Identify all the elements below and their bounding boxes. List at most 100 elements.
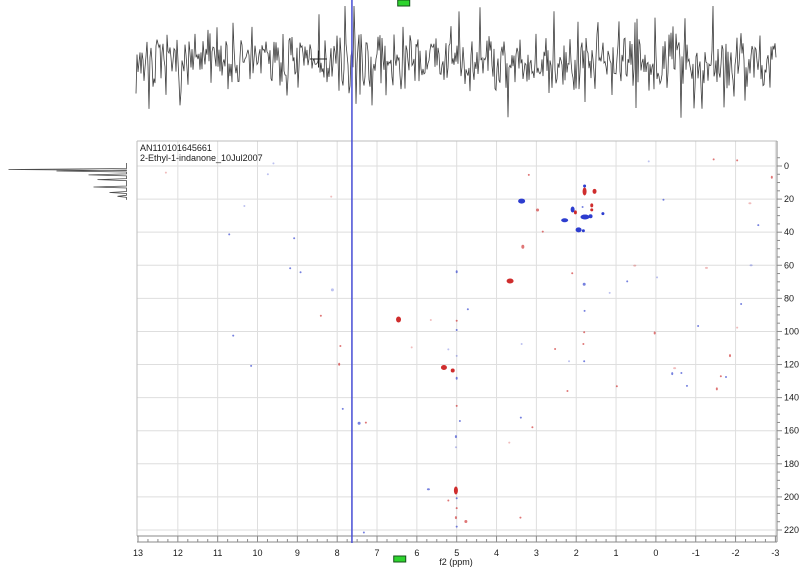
peak-blue [289,267,292,270]
peak-blue [608,291,611,294]
y-tick-label: 100 [784,326,799,336]
peak-blue [518,198,526,204]
x-tick-label: 13 [133,548,143,558]
peak-red [748,202,752,205]
peak-blue [671,372,674,376]
peak-blue [293,237,296,240]
peak-blue [357,421,361,425]
peak-red [633,264,637,267]
peak-red [531,426,534,429]
peak-blue [740,302,743,305]
f1-axis: 0 20 40 60 80 100 120 140 160 180 200 220 [777,157,799,535]
y-tick-label: 140 [784,393,799,403]
peak-blue [266,173,269,176]
x-tick-label: 11 [213,548,222,558]
peak-blue [680,371,683,374]
x-tick-label: 12 [173,548,183,558]
peak-red [673,367,677,370]
peak-red [519,516,522,519]
peak-red [319,314,322,317]
peak-red [770,175,773,179]
peak-blue [455,328,458,331]
peak-blue [647,160,650,163]
peak-red [453,486,458,495]
peak-blue [580,214,590,220]
peak-blue [232,334,235,337]
peak-blue [568,360,571,363]
peak-red [447,499,450,502]
peak-red [536,208,540,212]
peak-blue [601,212,605,216]
peak-blue [588,214,593,219]
peak-blue [299,271,302,274]
peak-red [455,319,458,322]
peak-red [736,159,739,162]
x-tick-label: 0 [653,548,658,558]
peak-red [590,208,594,212]
peak-blue [426,488,430,491]
peak-red [454,516,457,520]
peak-blue [561,218,569,223]
peak-blue [583,309,586,312]
peak-red [450,368,455,373]
x-tick-label: -2 [732,548,740,558]
peak-red [455,507,458,510]
peak-blue [454,446,457,449]
spectrum-id: AN110101645661 [140,143,212,153]
peak-blue [697,324,700,327]
peak-red [164,171,167,174]
peak-blue [520,343,523,346]
peak-red [736,326,739,329]
peak-red [582,343,585,346]
peak-blue [362,531,365,534]
peak-red [527,173,530,176]
left-1d-trace [8,163,127,200]
x-tick-label: -1 [692,548,700,558]
y-tick-label: 120 [784,360,799,370]
trace-handle-top[interactable] [397,0,411,7]
peak-red [364,421,367,424]
x-tick-label: 8 [335,548,340,558]
peak-red [455,404,458,407]
peak-blue [626,280,629,283]
peak-blue [455,497,458,500]
f2-axis: 13 12 11 10 9 8 7 6 5 4 3 2 1 0 -1 -2 -3 [133,536,779,558]
peak-red [541,230,544,233]
x-tick-label: -3 [771,548,779,558]
peak-blue [583,184,587,188]
peak-red [440,365,447,371]
peak-red [719,375,722,378]
x-tick-label: 10 [253,548,263,558]
peak-red [554,347,557,350]
peak-blue [454,435,457,439]
peak-blue [582,282,586,286]
y-tick-label: 40 [784,227,794,237]
peak-red [583,331,586,334]
peak-blue [455,376,458,380]
peak-red [615,385,618,388]
peak-red [573,210,577,215]
peak-red [571,272,574,275]
peak-red [339,345,342,348]
peak-red [338,362,341,366]
y-tick-label: 80 [784,293,794,303]
peak-blue [581,229,585,233]
peak-blue [243,205,246,208]
peak-red [590,203,594,208]
x-tick-label: 5 [454,548,459,558]
peak-blue [581,206,584,209]
peak-blue [272,162,275,165]
peak-blue [466,308,469,311]
peak-blue [575,227,582,233]
2d-peaks [164,158,773,534]
peak-blue [725,375,728,378]
peak-blue [447,348,450,351]
peak-red [410,346,413,349]
x-tick-label: 3 [534,548,539,558]
trace-handle-bottom[interactable] [393,555,407,563]
peak-red [508,441,511,444]
peak-red [464,520,468,524]
peak-red [712,158,715,161]
